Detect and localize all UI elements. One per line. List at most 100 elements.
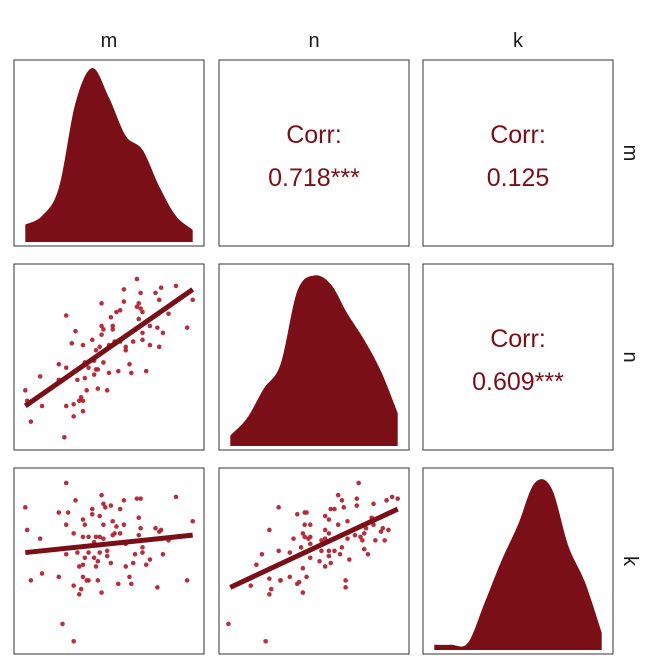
corr-label-n-k: Corr:	[490, 325, 546, 353]
point-m-n	[95, 386, 101, 391]
point-m-n	[76, 398, 82, 404]
point-n-k	[322, 527, 328, 533]
point-n-k	[356, 480, 361, 486]
point-m-k	[71, 639, 76, 644]
point-m-n	[101, 327, 106, 332]
point-n-k	[352, 532, 358, 538]
point-m-n	[160, 330, 166, 336]
point-n-k	[380, 525, 386, 531]
point-n-k	[307, 534, 313, 540]
point-n-k	[267, 576, 272, 581]
point-m-n	[95, 367, 101, 372]
point-n-k	[361, 546, 367, 552]
point-m-n	[116, 368, 121, 374]
point-n-k	[328, 560, 334, 566]
point-m-k	[63, 480, 69, 486]
row-label-m: m	[619, 145, 641, 162]
point-n-k	[326, 531, 332, 536]
point-m-k	[91, 555, 97, 561]
point-n-k	[343, 585, 348, 590]
point-m-n	[158, 285, 164, 290]
point-n-k	[302, 522, 308, 528]
point-m-k	[110, 518, 116, 524]
point-n-k	[287, 574, 293, 580]
point-m-n	[110, 327, 116, 332]
point-m-n	[99, 323, 104, 329]
point-m-k	[143, 562, 149, 568]
point-m-n	[156, 344, 162, 350]
point-m-k	[102, 505, 108, 510]
point-m-k	[86, 578, 91, 583]
point-m-k	[82, 555, 88, 561]
point-m-n	[69, 341, 75, 346]
point-n-k	[248, 583, 254, 588]
point-n-k	[300, 565, 306, 571]
point-m-k	[71, 583, 76, 588]
point-n-k	[365, 552, 371, 557]
point-m-k	[78, 586, 84, 592]
point-m-n	[147, 323, 153, 329]
point-m-k	[73, 498, 78, 503]
point-m-k	[97, 534, 102, 540]
point-m-k	[101, 536, 106, 541]
point-n-k	[358, 534, 363, 540]
point-n-k	[335, 522, 341, 528]
point-n-k	[278, 578, 283, 583]
point-m-n	[136, 301, 142, 306]
point-m-k	[117, 531, 123, 536]
column-label-k: k	[513, 30, 524, 52]
point-m-k	[127, 574, 132, 580]
point-m-n	[80, 398, 86, 404]
point-m-n	[114, 309, 119, 315]
point-m-n	[101, 360, 106, 365]
point-m-n	[99, 301, 104, 306]
point-n-k	[276, 505, 281, 510]
point-m-n	[121, 287, 127, 292]
point-m-k	[65, 510, 71, 515]
point-m-n	[80, 408, 86, 414]
point-m-n	[129, 370, 134, 376]
point-m-n	[166, 311, 171, 317]
point-m-k	[76, 592, 82, 597]
point-m-n	[136, 316, 142, 322]
row-label-k: k	[619, 556, 641, 567]
point-m-n	[153, 290, 158, 296]
corr-label-m-n: Corr:	[286, 121, 342, 149]
corr-value-m-n: 0.718***	[268, 164, 360, 192]
point-n-k	[326, 553, 332, 559]
point-m-k	[123, 564, 129, 569]
point-m-n	[138, 290, 143, 296]
point-n-k	[382, 538, 387, 543]
point-m-n	[134, 304, 140, 310]
point-m-k	[184, 578, 190, 583]
point-m-n	[39, 403, 45, 409]
point-m-k	[158, 527, 164, 533]
point-m-k	[101, 501, 106, 507]
point-m-n	[156, 297, 162, 303]
point-m-k	[153, 525, 158, 531]
point-m-k	[136, 515, 142, 521]
point-m-n	[106, 370, 112, 376]
point-m-k	[80, 517, 86, 522]
point-n-k	[307, 541, 313, 547]
point-m-k	[89, 511, 95, 517]
point-m-n	[140, 337, 145, 343]
point-m-k	[138, 496, 143, 501]
panel-k-m	[13, 467, 205, 655]
corr-value-m-k: 0.125	[487, 164, 550, 192]
panel-n-k	[422, 263, 614, 451]
panel-k-n	[218, 467, 410, 655]
point-m-k	[97, 513, 102, 519]
point-n-k	[332, 506, 337, 512]
point-m-k	[93, 534, 99, 540]
column-label-n: n	[308, 30, 319, 52]
point-n-k	[361, 531, 367, 536]
point-n-k	[326, 517, 332, 522]
point-m-n	[75, 377, 80, 383]
point-n-k	[389, 494, 395, 500]
point-m-n	[108, 314, 114, 320]
point-n-k	[373, 538, 378, 543]
corr-value-n-k: 0.609***	[472, 368, 564, 396]
point-n-k	[267, 527, 272, 533]
